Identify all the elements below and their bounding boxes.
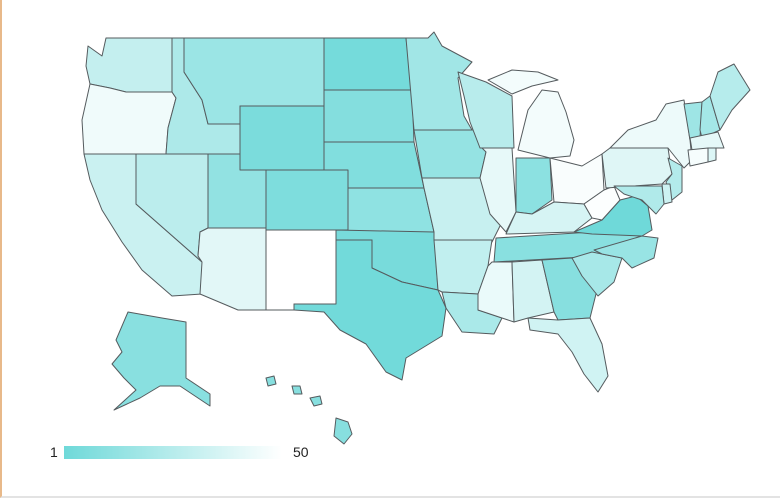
- state-or[interactable]: [81, 83, 177, 155]
- state-hi[interactable]: [333, 417, 353, 445]
- state-pa[interactable]: [601, 147, 673, 189]
- state-in[interactable]: [515, 157, 553, 215]
- state-nc[interactable]: [593, 235, 659, 269]
- state-ia[interactable]: [413, 129, 487, 179]
- state-co[interactable]: [265, 169, 349, 231]
- state-sd[interactable]: [323, 89, 415, 143]
- legend-gradient-bar: [64, 446, 282, 459]
- state-az[interactable]: [197, 227, 267, 311]
- state-tx[interactable]: [293, 239, 447, 381]
- state-wy[interactable]: [239, 105, 325, 171]
- state-ak[interactable]: [111, 311, 211, 411]
- state-mi[interactable]: [517, 89, 575, 159]
- state-hi-islands[interactable]: [265, 375, 323, 407]
- state-nd[interactable]: [323, 37, 413, 91]
- state-mi-upper[interactable]: [487, 69, 559, 95]
- state-sc[interactable]: [571, 251, 623, 297]
- state-ks[interactable]: [347, 187, 435, 233]
- state-il[interactable]: [479, 147, 517, 233]
- state-wv[interactable]: [583, 185, 621, 221]
- state-ri[interactable]: [707, 147, 717, 163]
- state-fl[interactable]: [527, 317, 609, 393]
- state-nm[interactable]: [265, 229, 337, 311]
- state-md[interactable]: [613, 185, 665, 215]
- state-me[interactable]: [709, 63, 751, 131]
- state-wa[interactable]: [85, 37, 173, 93]
- state-ct[interactable]: [687, 147, 709, 167]
- legend-max-label: 50: [293, 444, 309, 460]
- legend-min-label: 1: [50, 444, 58, 460]
- state-al[interactable]: [511, 259, 555, 323]
- state-ma[interactable]: [689, 131, 725, 151]
